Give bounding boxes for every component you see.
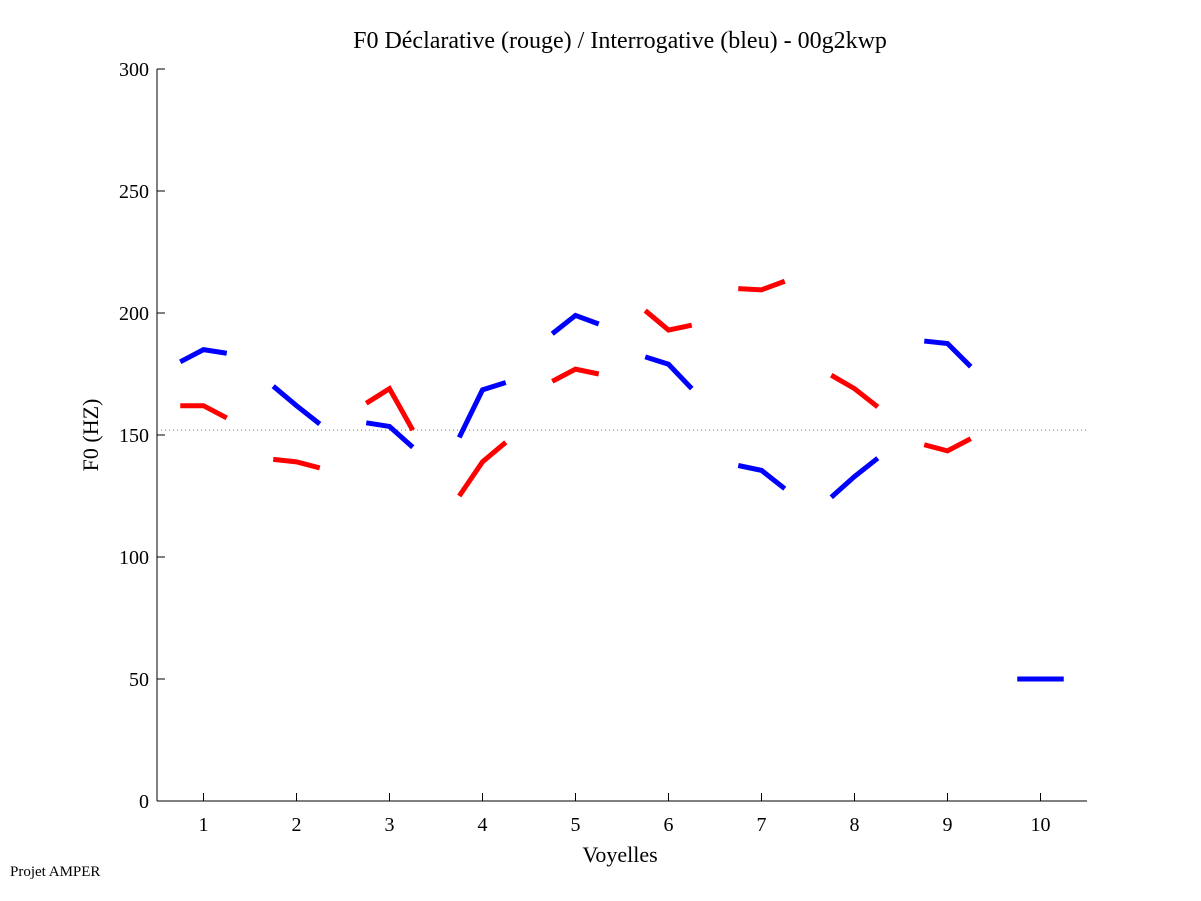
x-tick-label: 7 (757, 814, 767, 836)
declarative-segment (364, 385, 415, 432)
y-tick-label: 50 (129, 669, 149, 691)
x-tick-label: 3 (385, 814, 395, 836)
declarative-segment (923, 436, 972, 454)
y-tick-label: 150 (119, 425, 149, 447)
interrogative-segment (365, 420, 415, 450)
interrogative-segment (829, 456, 880, 500)
interrogative-segment (550, 312, 600, 336)
declarative-segment (830, 373, 880, 409)
x-tick-label: 10 (1031, 814, 1051, 836)
x-axis-label: Voyelles (582, 842, 657, 867)
interrogative-segment (179, 347, 228, 365)
x-tick-label: 2 (292, 814, 302, 836)
interrogative-segment (271, 384, 322, 426)
y-tick-label: 300 (119, 59, 149, 81)
y-tick-label: 250 (119, 181, 149, 203)
x-tick-label: 8 (850, 814, 860, 836)
y-tick-label: 0 (139, 791, 149, 813)
interrogative-segment (737, 463, 787, 491)
declarative-segment (738, 278, 786, 293)
x-tick-label: 4 (478, 814, 488, 836)
y-tick-label: 100 (119, 547, 149, 569)
interrogative-segment (923, 338, 973, 369)
x-tick-label: 5 (571, 814, 581, 836)
declarative-segment (551, 366, 600, 384)
x-tick-label: 6 (664, 814, 674, 836)
chart-title: F0 Déclarative (rouge) / Interrogative (… (353, 28, 887, 54)
interrogative-segment (457, 380, 507, 439)
x-tick-label: 9 (943, 814, 953, 836)
declarative-segment (643, 308, 693, 333)
footer-credit: Projet AMPER (10, 864, 101, 880)
y-tick-label: 200 (119, 303, 149, 325)
declarative-segment (457, 440, 508, 498)
y-axis-label: F0 (HZ) (78, 399, 103, 472)
interrogative-segment (644, 354, 694, 391)
x-tick-label: 1 (199, 814, 209, 836)
declarative-segment (272, 456, 321, 471)
declarative-segment (180, 403, 228, 421)
